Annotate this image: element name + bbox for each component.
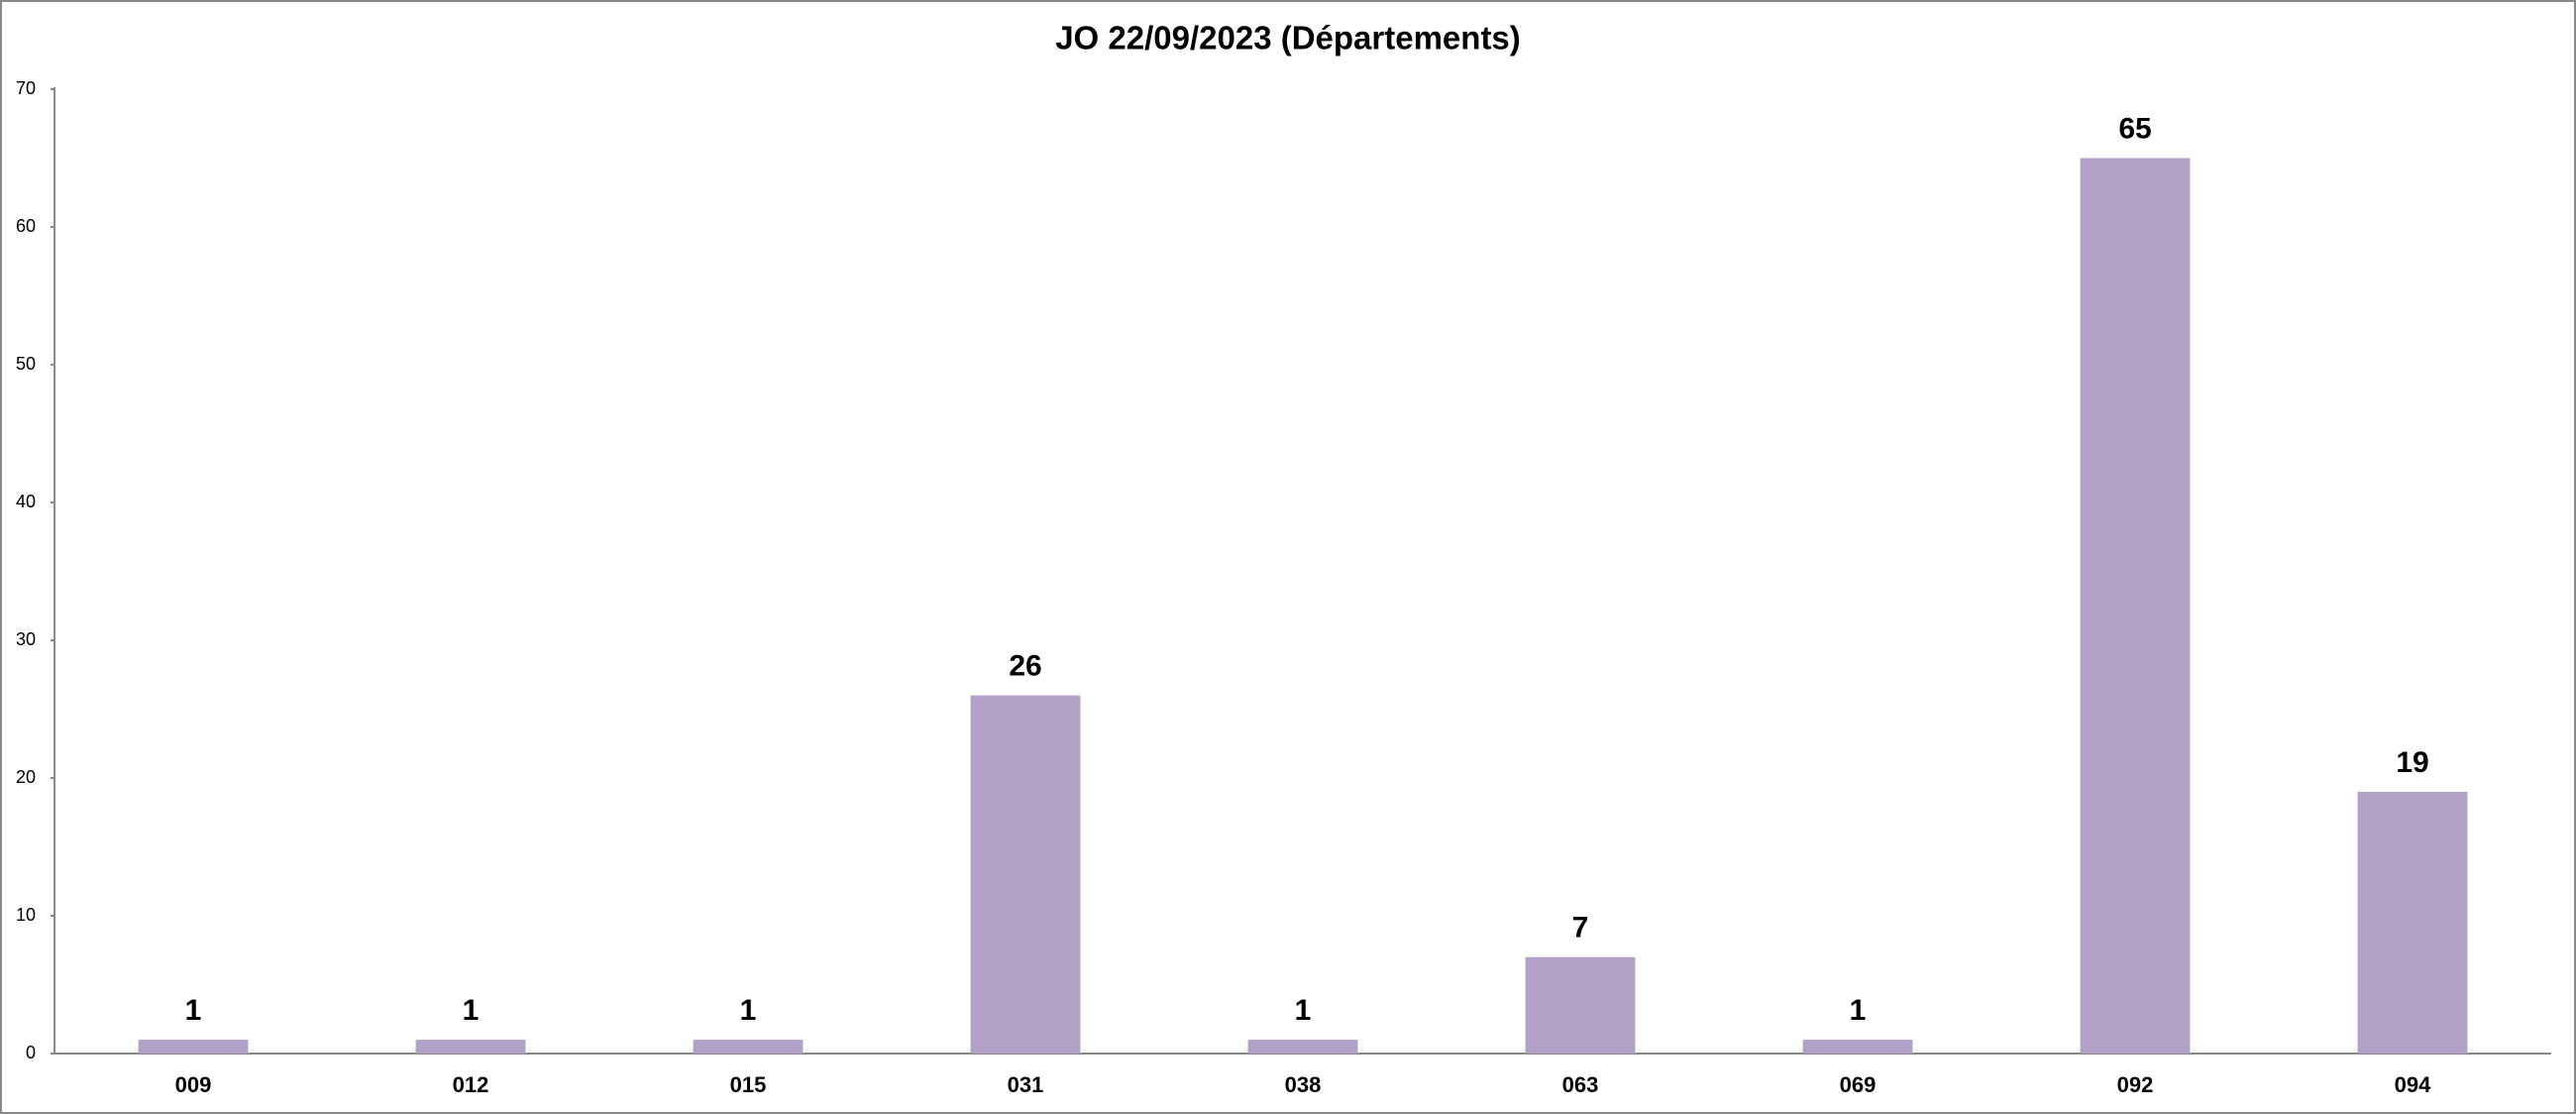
data-label: 1: [1850, 994, 1867, 1027]
y-tick-label: 70: [16, 78, 36, 98]
y-tick-label: 60: [16, 216, 36, 236]
x-tick-label: 038: [1285, 1072, 1322, 1097]
data-label: 19: [2396, 746, 2428, 779]
y-tick-label: 20: [16, 767, 36, 787]
data-label: 1: [463, 994, 480, 1027]
chart-title: JO 22/09/2023 (Départements): [1055, 20, 1521, 56]
y-tick-label: 30: [16, 629, 36, 649]
bar: [415, 1040, 526, 1054]
x-tick-label: 012: [453, 1072, 489, 1097]
data-label: 1: [740, 994, 757, 1027]
bar: [138, 1040, 249, 1054]
bar: [2080, 158, 2191, 1054]
bar: [1525, 956, 1636, 1054]
bar: [1802, 1040, 1913, 1054]
y-tick-label: 10: [16, 905, 36, 925]
x-tick-label: 094: [2395, 1072, 2431, 1097]
data-label: 65: [2118, 112, 2151, 145]
bar: [693, 1040, 804, 1054]
data-label: 26: [1009, 650, 1041, 683]
x-tick-label: 063: [1562, 1072, 1599, 1097]
data-label: 1: [185, 994, 202, 1027]
x-tick-label: 015: [730, 1072, 767, 1097]
bar: [2357, 791, 2468, 1054]
x-tick-label: 092: [2117, 1072, 2154, 1097]
y-tick-label: 40: [16, 492, 36, 511]
x-tick-label: 031: [1008, 1072, 1044, 1097]
bar: [1247, 1040, 1358, 1054]
x-tick-label: 069: [1840, 1072, 1877, 1097]
x-tick-label: 009: [175, 1072, 212, 1097]
data-label: 1: [1295, 994, 1312, 1027]
y-tick-label: 50: [16, 354, 36, 374]
bar: [970, 695, 1081, 1054]
y-tick-label: 0: [26, 1043, 36, 1062]
data-label: 7: [1572, 912, 1589, 945]
